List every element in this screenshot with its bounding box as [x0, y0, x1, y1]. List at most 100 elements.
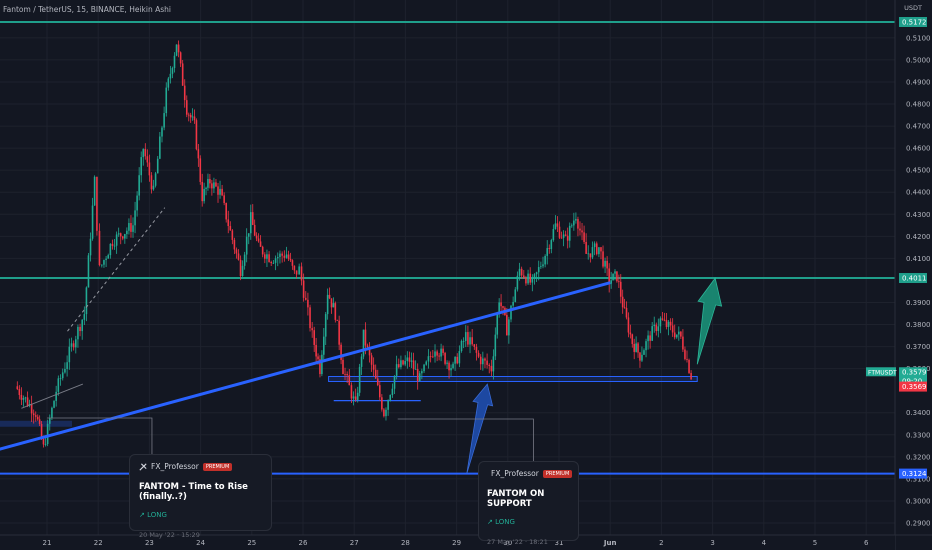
candle-body — [550, 240, 553, 250]
support-zones[interactable] — [0, 376, 698, 427]
candle-body — [500, 302, 502, 307]
price-tick-label: 0.3400 — [906, 409, 931, 417]
idea-title[interactable]: FANTOM ON SUPPORT — [487, 489, 545, 509]
trendlines[interactable] — [0, 207, 611, 451]
candle-body — [678, 331, 680, 335]
candle-body — [307, 299, 309, 308]
candle-body — [456, 356, 459, 364]
candle-body — [26, 397, 29, 406]
trendline — [67, 207, 166, 332]
candle-body — [241, 265, 244, 277]
candle-body — [688, 359, 690, 373]
candle-body — [126, 230, 128, 235]
candle-body — [385, 409, 387, 417]
candle-body — [51, 407, 53, 418]
candle-body — [132, 225, 134, 232]
candle-body — [352, 396, 355, 399]
time-tick-label: 2 — [659, 539, 663, 547]
candle-body — [279, 253, 281, 258]
left-zone — [0, 420, 72, 427]
candle-body — [321, 354, 323, 375]
arrows[interactable] — [466, 277, 723, 474]
candle-body — [432, 356, 434, 358]
support-zone — [328, 376, 698, 383]
countdown-text: 09:20 — [902, 377, 922, 385]
candle-body — [85, 287, 88, 315]
candle-body — [89, 238, 92, 256]
currency-label: USDT — [904, 4, 922, 12]
candle-body — [477, 352, 480, 357]
candle-body — [189, 114, 192, 118]
trendline — [21, 383, 84, 409]
time-tick-label: 23 — [145, 539, 154, 547]
last-price-tag — [899, 367, 927, 387]
candle-body — [669, 321, 672, 326]
candle-body — [665, 320, 668, 327]
candle-body — [364, 329, 367, 346]
candle-body — [556, 223, 559, 227]
candle-body — [38, 419, 41, 424]
price-tick-label: 0.4700 — [906, 123, 931, 131]
candle-body — [416, 369, 419, 382]
candle-body — [207, 178, 209, 188]
candle-body — [213, 182, 215, 189]
idea-card-2[interactable]: FX_Professor PREMIUM FANTOM ON SUPPORT ↗… — [478, 461, 579, 546]
idea-author[interactable]: FX_Professor — [491, 469, 539, 478]
candle-body — [309, 307, 311, 329]
time-axis[interactable]: 21 22 23 24 25 26 27 28 29 30 31 Jun 2 3 4 5 6 — [0, 534, 932, 550]
candle-body — [20, 394, 23, 400]
candle-body — [397, 364, 400, 368]
candle-body — [247, 233, 250, 237]
candle-body — [231, 230, 234, 240]
idea-card-1[interactable]: FX_Professor PREMIUM FANTOM - Time to Ri… — [129, 454, 272, 539]
candle-body — [115, 234, 118, 246]
candle-body — [671, 325, 674, 333]
candle-body — [289, 258, 292, 261]
candle-body — [199, 158, 202, 182]
candle-body — [612, 273, 614, 281]
candle-body — [205, 187, 207, 189]
candle-body — [72, 343, 75, 348]
level-price-text: 0.5172 — [902, 19, 927, 27]
candle-body — [81, 319, 83, 332]
candle-body — [136, 195, 138, 211]
time-tick-label: 26 — [299, 539, 308, 547]
candle-body — [663, 319, 666, 321]
candle-body — [591, 247, 594, 258]
premium-badge: PREMIUM — [542, 469, 573, 478]
candle-body — [546, 248, 549, 256]
candle-body — [344, 374, 346, 375]
time-axis-panel — [0, 535, 895, 550]
candle-body — [59, 378, 62, 379]
time-tick-label: 25 — [247, 539, 256, 547]
candle-body — [387, 400, 389, 410]
candle-body — [577, 219, 579, 229]
price-tick-label: 0.3200 — [906, 453, 931, 461]
candle-body — [376, 378, 379, 386]
price-tick-label: 0.4500 — [906, 167, 931, 175]
idea-author[interactable]: FX_Professor — [151, 462, 199, 471]
candle-body — [66, 362, 68, 369]
price-tick-label: 0.5100 — [906, 34, 931, 42]
long-arrow-icon: ↗ — [139, 511, 145, 519]
candle-body — [98, 230, 101, 266]
candle-body — [423, 364, 425, 372]
candle-body — [516, 275, 519, 290]
candle-body — [243, 254, 246, 266]
candle-body — [229, 226, 232, 231]
long-arrow-icon: ↗ — [487, 518, 493, 526]
price-tick-label: 0.4100 — [906, 255, 931, 263]
idea-title[interactable]: FANTOM - Time to Rise (finally..?) — [139, 482, 248, 502]
candle-body — [181, 63, 184, 86]
candle-body — [152, 185, 155, 190]
candle-body — [193, 116, 196, 121]
candle-body — [655, 324, 658, 332]
candle-body — [87, 255, 90, 288]
candle-body — [602, 251, 604, 267]
candle-body — [533, 274, 536, 279]
candle-body — [585, 241, 587, 254]
candle-body — [251, 212, 254, 225]
candle-body — [368, 347, 371, 356]
candle-body — [502, 306, 504, 308]
time-tick-label: 30 — [503, 539, 512, 547]
